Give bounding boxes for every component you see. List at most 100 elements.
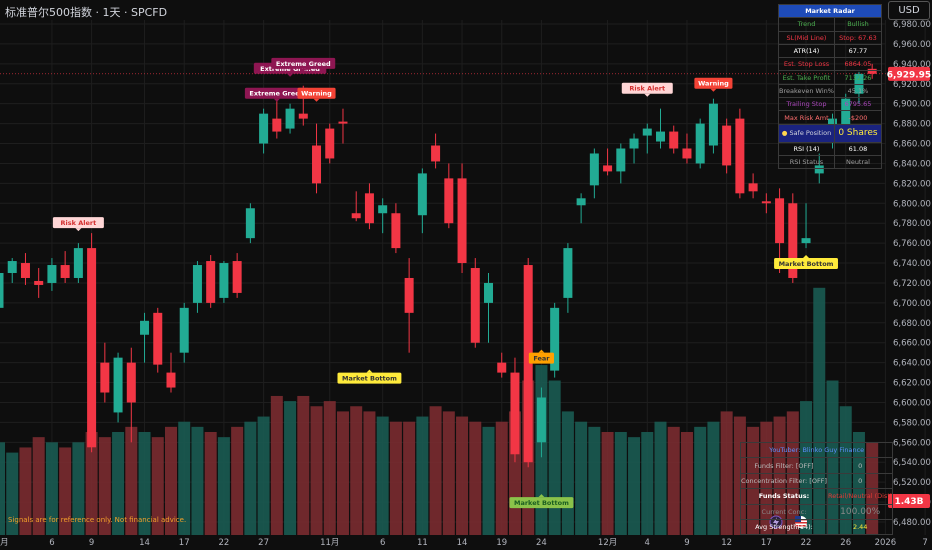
candle-body: [642, 128, 652, 136]
signal-label-text: Market Bottom: [514, 499, 569, 507]
candle-body: [748, 183, 758, 192]
time-axis[interactable]: 10月 6 9 14 17 22 27 11月 6 11 14 19 24 12月 4 9 12 17 22 26 20…: [0, 538, 928, 548]
volume-bar: [403, 421, 416, 535]
volume-bar: [112, 432, 125, 535]
candle: [325, 123, 335, 164]
candle-body: [0, 273, 4, 308]
signal-label-box: [297, 87, 336, 99]
signal-label-pointer: [273, 98, 280, 102]
radar-row-breakeven: Breakeven Win% 45.1%: [778, 83, 883, 99]
signal-label-pointer: [75, 228, 82, 232]
candle-body: [192, 265, 202, 303]
volume-bar: [628, 437, 641, 535]
volume-bar: [575, 421, 588, 535]
candle: [34, 268, 44, 298]
candle: [656, 108, 665, 149]
signal-label: Warning: [297, 87, 336, 102]
candle-body: [325, 128, 335, 159]
x-tick-label: 17: [179, 538, 190, 548]
signal-label: Fear: [528, 349, 555, 364]
candle: [73, 243, 83, 283]
candle: [140, 312, 150, 363]
signal-label-pointer: [644, 93, 651, 97]
radar-row-stop-loss: Est. Stop Loss 6864.05: [778, 57, 883, 72]
signal-label-pointer: [287, 73, 294, 77]
candle-body: [775, 198, 785, 244]
candle: [47, 258, 57, 291]
candle-body: [351, 213, 361, 219]
symbol-title[interactable]: 标准普尔500指数 · 1天 · SPCFD: [5, 6, 168, 19]
candle: [589, 148, 599, 199]
candle: [682, 133, 692, 164]
volume-bar: [323, 401, 336, 535]
signal-label-text: Warning: [301, 90, 332, 98]
signal-label: Extreme Greed: [244, 87, 309, 102]
signal-label: Warning: [694, 77, 733, 92]
x-tick-label: 24: [536, 538, 547, 548]
candle-body: [656, 131, 665, 142]
candle-body: [60, 265, 70, 278]
currency-selector[interactable]: USD: [888, 1, 930, 20]
candle-body: [259, 113, 269, 144]
candle: [444, 163, 454, 229]
candle-body: [735, 118, 745, 194]
candle-body: [497, 362, 507, 373]
volume-bar: [191, 426, 204, 535]
y-tick-label: 6,960.00: [893, 40, 931, 50]
volume-bar: [469, 421, 482, 535]
radar-label: RSI Status: [778, 154, 835, 170]
volume-bar: [32, 437, 45, 535]
axis-tags: 6,929.95 1.43B: [887, 66, 931, 508]
radar-row-take-profit: Est. Take Profit 7132.26: [778, 70, 883, 85]
x-tick-label: 7: [922, 538, 927, 548]
volume-bar: [442, 411, 455, 535]
y-tick-label: 6,800.00: [893, 199, 931, 209]
radar-row-max-risk: Max Risk Amt -$200: [778, 110, 883, 125]
volume-tag-box: [888, 494, 930, 508]
candle-body: [484, 282, 494, 303]
signal-label-text: Extreme Greed: [249, 90, 304, 98]
candle-body: [761, 201, 771, 204]
funds-row: Funds Status: Retail/Neutral (Dist): [740, 488, 894, 505]
radar-label: Est. Stop Loss: [778, 57, 835, 72]
candle-body: [431, 145, 441, 162]
candle: [404, 258, 414, 353]
candle: [272, 98, 282, 139]
y-tick-label: 6,580.00: [893, 418, 931, 428]
radar-title: Market Radar: [778, 3, 882, 19]
signal-label-pointer: [803, 255, 810, 259]
market-radar-panel: Market Radar Trend Bullish SL(Mid Line) St…: [778, 3, 883, 170]
radar-value: Bullish: [833, 17, 883, 32]
candle-body: [523, 265, 533, 463]
candle-body: [153, 312, 163, 365]
volume-bar: [720, 411, 733, 535]
funds-label: Current Conc:: [740, 503, 828, 520]
volume-bar: [641, 432, 654, 535]
signal-label-box: [244, 87, 309, 99]
candle: [563, 243, 573, 313]
candle-body: [563, 248, 573, 298]
candle-body: [113, 357, 123, 413]
y-tick-label: 6,520.00: [893, 478, 931, 488]
x-tick-label: 6: [49, 538, 54, 548]
volume-bar: [601, 432, 614, 535]
candle: [761, 193, 771, 214]
y-tick-label: 6,560.00: [893, 438, 931, 448]
candle: [788, 193, 798, 283]
y-tick-label: 6,760.00: [893, 239, 931, 249]
candle: [616, 143, 626, 184]
volume-bar: [561, 411, 574, 535]
volume-bar: [654, 421, 667, 535]
funds-row: Concentration Filter: [OFF] 0: [740, 472, 894, 490]
signal-label: Market Bottom: [509, 494, 574, 509]
candle-body: [245, 208, 255, 239]
y-tick-label: 6,540.00: [893, 458, 931, 468]
signal-label-pointer: [366, 369, 373, 373]
x-tick-label: 12月: [598, 538, 617, 548]
signal-label-text: Warning: [698, 80, 729, 88]
y-tick-label: 6,840.00: [893, 159, 931, 169]
candle-body: [87, 248, 97, 448]
volume-bar: [125, 426, 138, 535]
candle: [219, 261, 229, 303]
